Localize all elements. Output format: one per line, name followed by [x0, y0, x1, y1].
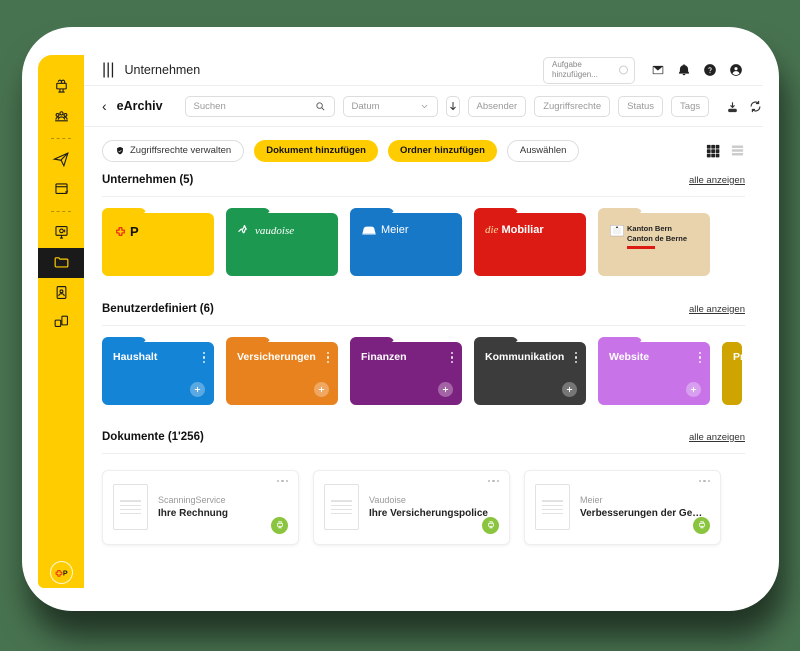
svg-text:P: P [62, 569, 67, 577]
